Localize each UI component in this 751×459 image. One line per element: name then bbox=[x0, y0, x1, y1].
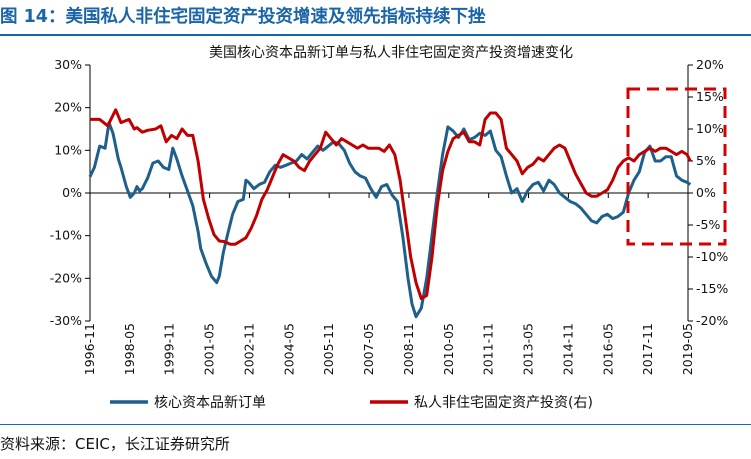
right-tick-label: -15% bbox=[696, 281, 728, 296]
x-tick-label: 2005-11 bbox=[321, 323, 336, 375]
chart-legend: 核心资本品新订单 私人非住宅固定资产投资(右) bbox=[110, 395, 593, 411]
x-tick-label: 2004-05 bbox=[281, 323, 296, 375]
right-tick-label: -20% bbox=[696, 313, 728, 328]
series-line-1 bbox=[88, 121, 692, 319]
right-axis-ticks: 20% 15% 10% 5% 0% -5% -10% -15% -20% bbox=[688, 57, 728, 328]
chart-axes bbox=[89, 65, 689, 321]
x-tick-label: 2014-11 bbox=[560, 323, 575, 375]
right-tick-label: 10% bbox=[696, 121, 724, 136]
highlight-box bbox=[626, 87, 727, 246]
bottom-divider bbox=[0, 424, 751, 425]
x-tick-label: 1999-11 bbox=[162, 323, 177, 375]
right-tick-label: 0% bbox=[696, 185, 716, 200]
x-axis-ticks: 1996-11 1998-05 1999-11 2001-05 2002-11 2004-… bbox=[82, 193, 695, 375]
figure-title: 图 14：美国私人非住宅固定资产投资增速及领先指标持续下挫 bbox=[0, 7, 486, 27]
left-tick-label: 30% bbox=[54, 57, 82, 72]
legend-label: 核心资本品新订单 bbox=[154, 395, 266, 411]
x-tick-label: 2001-05 bbox=[202, 323, 217, 375]
x-tick-label: 2019-05 bbox=[680, 323, 695, 375]
right-tick-label: 5% bbox=[696, 153, 716, 168]
chart-series bbox=[88, 108, 692, 319]
x-tick-label: 2017-11 bbox=[640, 323, 655, 375]
right-tick-label: 15% bbox=[696, 89, 724, 104]
x-tick-label: 2002-11 bbox=[241, 323, 256, 375]
x-tick-label: 2008-11 bbox=[401, 323, 416, 375]
x-tick-label: 2007-05 bbox=[361, 323, 376, 375]
x-tick-label: 1998-05 bbox=[122, 323, 137, 375]
chart-title: 美国核心资本品新订单与私人非住宅固定资产投资增速变化 bbox=[209, 45, 573, 61]
left-tick-label: -10% bbox=[50, 228, 82, 243]
right-tick-label: -5% bbox=[696, 217, 720, 232]
left-axis-ticks: 30% 20% 10% 0% -10% -20% -30% bbox=[50, 57, 90, 328]
right-tick-label: -10% bbox=[696, 249, 728, 264]
left-tick-label: 20% bbox=[54, 100, 82, 115]
line-chart: 美国核心资本品新订单与私人非住宅固定资产投资增速变化 30% 20% 10% 0% -1… bbox=[50, 45, 729, 411]
left-tick-label: 10% bbox=[54, 142, 82, 157]
x-tick-label: 1996-11 bbox=[82, 323, 97, 375]
x-tick-label: 2016-05 bbox=[600, 323, 615, 375]
right-tick-label: 20% bbox=[696, 57, 724, 72]
x-tick-label: 2011-11 bbox=[481, 323, 496, 375]
source-note: 资料来源：CEIC，长江证券研究所 bbox=[0, 435, 230, 453]
left-tick-label: -20% bbox=[50, 270, 82, 285]
x-tick-label: 2013-05 bbox=[521, 323, 536, 375]
left-tick-label: 0% bbox=[62, 185, 82, 200]
left-tick-label: -30% bbox=[50, 313, 82, 328]
x-tick-label: 2010-05 bbox=[441, 323, 456, 375]
series-line-2 bbox=[89, 108, 692, 301]
title-divider bbox=[0, 34, 751, 36]
legend-label: 私人非住宅固定资产投资(右) bbox=[414, 395, 593, 411]
